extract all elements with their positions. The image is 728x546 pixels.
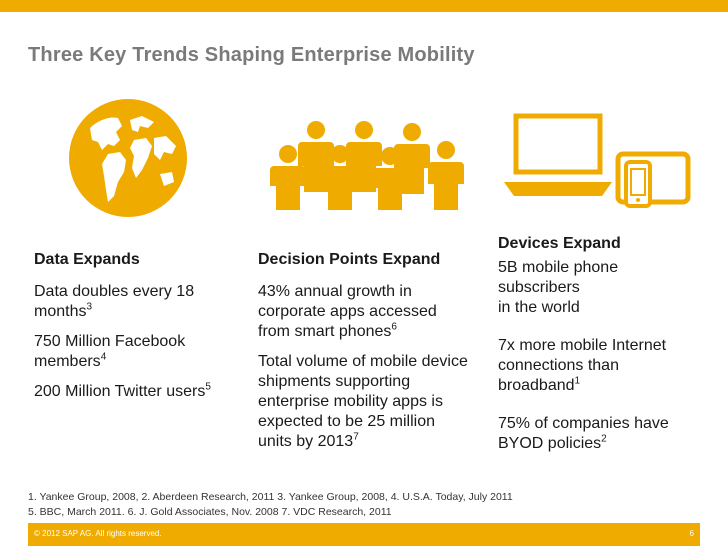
mobile-subscribers-text: 5B mobile phone subscribers in the world — [498, 259, 619, 316]
data-expands-column: Data Expands Data doubles every 18 month… — [34, 250, 234, 402]
corporate-apps-growth-text: 43% annual growth in corporate apps acce… — [258, 283, 437, 340]
device-shipments-text: Total volume of mobile device shipments … — [258, 353, 468, 450]
data-expands-heading: Data Expands — [34, 251, 140, 268]
mobile-internet-connections-text: 7x more mobile Internet connections than… — [498, 337, 667, 394]
devices-icon — [504, 113, 691, 208]
data-doubles-text: Data doubles every 18 months3 — [34, 283, 195, 320]
devices-expand-heading: Devices Expand — [498, 235, 621, 252]
people-group-icon — [270, 121, 464, 210]
decision-points-heading: Decision Points Expand — [258, 251, 441, 268]
footnote-line-2: 5. BBC, March 2011. 6. J. Gold Associate… — [28, 506, 392, 518]
devices-expand-column: Devices Expand 5B mobile phone subscribe… — [498, 234, 703, 454]
decision-points-column: Decision Points Expand 43% annual growth… — [258, 250, 473, 452]
twitter-users-text: 200 Million Twitter users5 — [34, 381, 211, 400]
byod-policies-text: 75% of companies have BYOD policies2 — [498, 415, 669, 452]
facebook-members-text: 750 Million Facebook members4 — [34, 333, 186, 370]
footnote-line-1: 1. Yankee Group, 2008, 2. Aberdeen Resea… — [28, 491, 513, 503]
copyright-text: © 2012 SAP AG. All rights reserved. — [34, 529, 162, 538]
page-number: 6 — [689, 529, 694, 538]
top-accent-bar — [0, 0, 728, 12]
footer-bar: © 2012 SAP AG. All rights reserved. 6 — [28, 523, 700, 546]
footnotes: 1. Yankee Group, 2008, 2. Aberdeen Resea… — [28, 490, 513, 520]
page-title: Three Key Trends Shaping Enterprise Mobi… — [28, 44, 475, 66]
globe-icon — [69, 99, 187, 217]
